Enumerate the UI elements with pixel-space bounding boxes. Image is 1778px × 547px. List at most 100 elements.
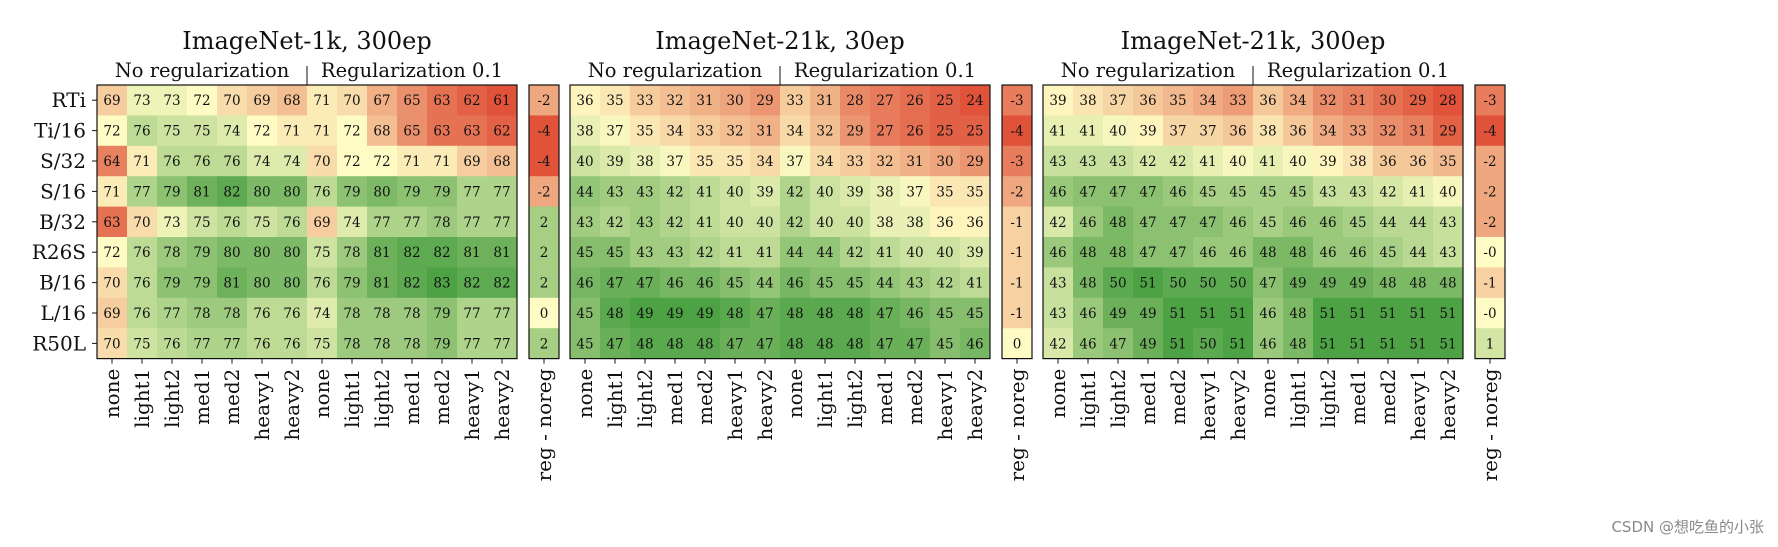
group-label: Regularization 0.1	[794, 59, 976, 82]
cell-value: 51	[1409, 336, 1426, 352]
heatmap-cell	[1283, 267, 1314, 299]
cell-value: 51	[1199, 306, 1216, 322]
cell-value: 46	[1259, 306, 1276, 322]
diff-value: 2	[540, 245, 549, 261]
heatmap-cell	[780, 206, 811, 238]
cell-value: 41	[1079, 124, 1096, 140]
column-label: heavy2	[963, 369, 987, 441]
heatmap-cell	[247, 145, 278, 177]
cell-value: 51	[1439, 336, 1456, 352]
cell-value: 36	[1229, 124, 1246, 140]
cell-value: 80	[283, 245, 300, 261]
heatmap-cell	[720, 297, 751, 329]
cell-value: 37	[1109, 93, 1126, 109]
cell-value: 46	[1079, 306, 1096, 322]
heatmap-cell	[1223, 176, 1254, 208]
heatmap-cell	[397, 85, 428, 116]
heatmap-cell	[1253, 115, 1284, 147]
diff-cell	[529, 85, 559, 116]
cell-value: 47	[1079, 184, 1096, 200]
cell-value: 81	[463, 245, 480, 261]
cell-value: 30	[936, 154, 953, 170]
heatmap-cell	[427, 297, 458, 329]
heatmap-cell	[930, 328, 961, 360]
cell-value: 40	[756, 215, 773, 231]
heatmap-cell	[337, 85, 368, 116]
heatmap-cell	[630, 115, 661, 147]
cell-value: 79	[433, 306, 450, 322]
cell-value: 70	[103, 336, 120, 352]
cell-value: 34	[666, 124, 683, 140]
cell-value: 31	[1409, 124, 1426, 140]
diff-cell	[529, 297, 559, 329]
row-label: L/16	[41, 301, 86, 325]
group-label: No regularization	[1061, 59, 1236, 82]
heatmap-cell	[1073, 267, 1104, 299]
heatmap-cell	[630, 176, 661, 208]
cell-value: 75	[253, 215, 270, 231]
cell-value: 79	[433, 184, 450, 200]
cell-value: 40	[1229, 154, 1246, 170]
heatmap-cell	[337, 145, 368, 177]
group-label: Regularization 0.1	[1267, 59, 1449, 82]
cell-value: 42	[666, 215, 683, 231]
heatmap-cell	[367, 237, 398, 268]
heatmap-cell	[1163, 267, 1194, 299]
cell-value: 43	[1439, 215, 1456, 231]
heatmap-cell	[307, 328, 338, 360]
diff-column-label: reg - noreg	[532, 368, 556, 481]
row-label: S/16	[40, 179, 86, 203]
column-label: heavy2	[490, 369, 514, 441]
cell-value: 25	[966, 124, 983, 140]
column-label: light2	[370, 369, 394, 428]
cell-value: 42	[1379, 184, 1396, 200]
heatmap-cell	[277, 328, 308, 360]
heatmap-cell	[1133, 85, 1164, 116]
cell-value: 47	[1139, 215, 1156, 231]
heatmap-cell	[840, 115, 871, 147]
cell-value: 42	[1169, 154, 1186, 170]
heatmap-cell	[1103, 115, 1134, 147]
heatmap-cell	[217, 85, 248, 116]
heatmap-cell	[367, 328, 398, 360]
cell-value: 76	[133, 306, 150, 322]
heatmap-cell	[1103, 85, 1134, 116]
heatmap-cell	[630, 206, 661, 238]
cell-value: 41	[1199, 154, 1216, 170]
heatmap-cell	[1403, 115, 1434, 147]
heatmap-cell	[427, 85, 458, 116]
heatmap-cell	[397, 145, 428, 177]
cell-value: 74	[283, 154, 300, 170]
cell-value: 47	[906, 336, 923, 352]
cell-value: 41	[1259, 154, 1276, 170]
cell-value: 36	[1139, 93, 1156, 109]
cell-value: 46	[1229, 245, 1246, 261]
heatmap-cell	[1283, 237, 1314, 268]
cell-value: 48	[1109, 245, 1126, 261]
cell-value: 45	[606, 245, 623, 261]
heatmap-cell	[810, 237, 841, 268]
diff-cell	[1002, 206, 1032, 238]
cell-value: 44	[876, 276, 893, 292]
cell-value: 48	[846, 306, 863, 322]
heatmap-cell	[600, 115, 631, 147]
cell-value: 48	[1079, 276, 1096, 292]
diff-value: -1	[1010, 215, 1023, 231]
cell-value: 27	[876, 93, 893, 109]
heatmap-cell	[157, 297, 188, 329]
cell-value: 38	[1079, 93, 1096, 109]
cell-value: 51	[1169, 336, 1186, 352]
heatmap-cell	[127, 206, 158, 238]
heatmap-cell	[1283, 176, 1314, 208]
cell-value: 32	[666, 93, 683, 109]
cell-value: 43	[906, 276, 923, 292]
diff-value: -2	[537, 93, 550, 109]
heatmap-cell	[750, 145, 781, 177]
diff-value: -2	[537, 184, 550, 200]
heatmap-cell	[1193, 297, 1224, 329]
heatmap-cell	[1133, 237, 1164, 268]
cell-value: 43	[576, 215, 593, 231]
heatmap-cell	[187, 328, 218, 360]
heatmap-cell	[487, 237, 518, 268]
heatmap-cell	[307, 237, 338, 268]
